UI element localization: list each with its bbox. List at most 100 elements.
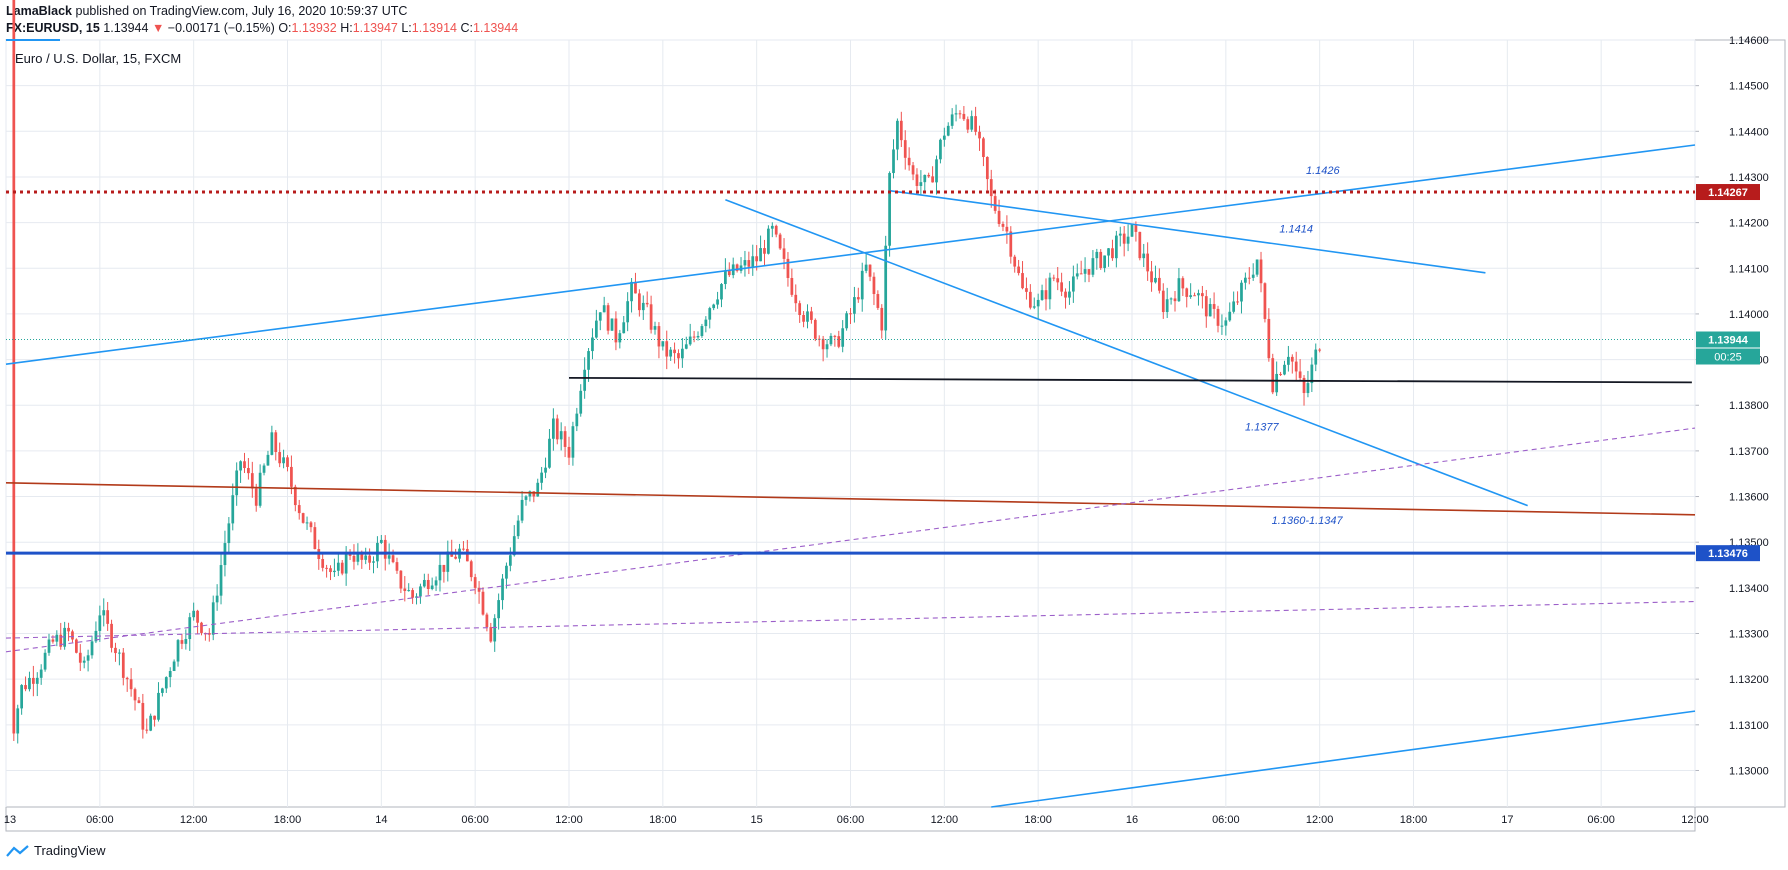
candle-body — [360, 552, 364, 560]
candle-body — [247, 468, 250, 474]
candle-body — [434, 580, 438, 586]
candle-body — [567, 446, 571, 458]
candle-body — [28, 677, 31, 690]
annotation-1.1360-1.1347: 1.1360-1.1347 — [1272, 515, 1344, 527]
candle-body — [446, 551, 450, 572]
current-price-label-bg — [1696, 331, 1760, 348]
candle-body — [1107, 248, 1110, 256]
candle-body — [1181, 278, 1185, 289]
candle-body — [403, 588, 407, 592]
candle-body — [336, 562, 340, 571]
candle-body — [696, 335, 700, 338]
candle-body — [364, 555, 368, 560]
author-name[interactable]: LamaBlack — [6, 4, 73, 18]
candle-body — [540, 472, 544, 483]
candle-body — [387, 555, 391, 559]
candle-body — [1150, 271, 1153, 283]
tradingview-logo-icon — [6, 844, 29, 857]
candle-body — [1044, 290, 1048, 300]
price-axis — [1694, 39, 1786, 808]
candle-body — [71, 631, 74, 640]
candle-body — [821, 338, 825, 350]
candle-body — [681, 348, 684, 359]
x-tick-label: 06:00 — [837, 814, 865, 826]
candle-body — [442, 564, 446, 572]
candle-body — [465, 548, 469, 562]
y-tick-label: 1.13100 — [1729, 720, 1769, 732]
candle-body — [1177, 278, 1181, 302]
candle-body — [164, 677, 168, 689]
candle-body — [919, 182, 923, 186]
candle-body — [301, 513, 305, 523]
candle-body — [145, 729, 149, 731]
candle-body — [98, 615, 102, 631]
candle-body — [1071, 276, 1075, 292]
candle-body — [407, 590, 411, 592]
annotation-1.1426: 1.1426 — [1306, 165, 1341, 177]
candle-body — [641, 302, 645, 311]
candle-body — [1290, 356, 1294, 362]
candle-body — [966, 119, 970, 130]
candle-body — [606, 305, 610, 331]
candle-body — [997, 210, 1001, 224]
candle-body — [254, 488, 258, 506]
candle-body — [24, 685, 27, 690]
candle-body — [86, 655, 90, 661]
candle-body — [896, 120, 899, 150]
candle-body — [333, 570, 336, 573]
candle-body — [915, 174, 919, 186]
candle-body — [168, 671, 172, 678]
candle-body — [313, 527, 317, 550]
candle-body — [121, 652, 125, 678]
level-1.13476-label-bg — [1696, 545, 1760, 562]
candle-body — [864, 264, 868, 271]
candle-body — [1220, 325, 1224, 327]
candle-body — [833, 335, 837, 337]
purple-dashed-2 — [5, 601, 1696, 639]
x-tick-label: 17 — [1501, 814, 1513, 826]
candle-body — [352, 555, 356, 562]
publish-info: LamaBlack published on TradingView.com, … — [6, 4, 407, 18]
candle-body — [47, 639, 51, 653]
support-red — [5, 482, 1696, 516]
candle-body — [1204, 296, 1208, 317]
candle-body — [290, 466, 293, 487]
candle-body — [1130, 224, 1134, 237]
candle-body — [1060, 282, 1063, 292]
tradingview-footer[interactable]: TradingView — [6, 843, 106, 858]
symbol-info: FX:EURUSD, 15 1.13944 ▼ −0.00171 (−0.15%… — [6, 21, 518, 35]
candle-body — [1040, 290, 1044, 300]
candle-body — [1126, 236, 1130, 244]
candle-body — [1247, 277, 1251, 279]
x-tick-label: 06:00 — [1212, 814, 1240, 826]
candle-body — [1138, 231, 1142, 259]
symbol-label: FX:EURUSD, 15 — [6, 21, 100, 35]
candle-body — [270, 432, 274, 455]
candle-body — [243, 461, 246, 469]
candle-body — [892, 149, 895, 174]
x-tick-label: 06:00 — [461, 814, 489, 826]
candle-body — [985, 157, 989, 180]
candle-body — [1142, 253, 1146, 259]
purple-dashed-1 — [5, 427, 1696, 653]
candle-body — [747, 260, 751, 267]
rising-channel-lower — [991, 710, 1696, 808]
candle-body — [157, 692, 160, 720]
candle-body — [849, 313, 852, 315]
candle-body — [1048, 277, 1052, 300]
candle-body — [677, 353, 680, 359]
candle-body — [286, 457, 289, 467]
candle-body — [469, 561, 473, 578]
low-label: L: — [401, 21, 412, 35]
candle-body — [297, 505, 301, 514]
candle-body — [16, 708, 20, 734]
candle-body — [1169, 298, 1173, 300]
candle-body — [293, 486, 297, 506]
candle-body — [942, 135, 946, 140]
candle-body — [1001, 223, 1005, 227]
candle-body — [419, 586, 422, 597]
chart-title: Euro / U.S. Dollar, 15, FXCM — [15, 51, 181, 66]
candle-body — [614, 318, 618, 343]
candle-body — [1161, 290, 1165, 313]
